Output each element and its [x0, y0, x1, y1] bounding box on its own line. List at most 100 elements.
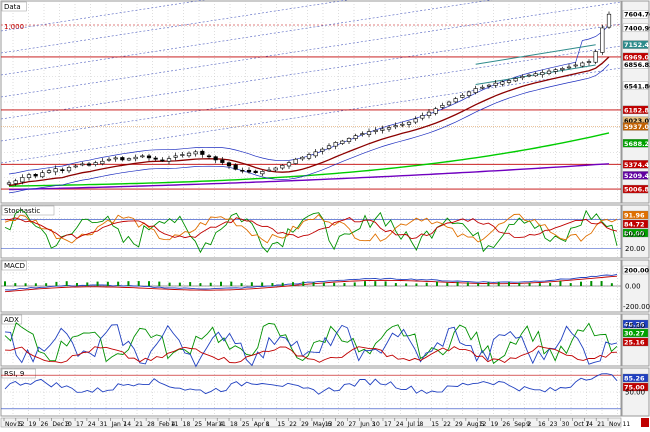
macd-histogram-bar — [497, 282, 500, 286]
price-label-box — [622, 122, 649, 131]
top-left-value: 1.000 — [4, 23, 24, 31]
candle-body — [466, 91, 472, 96]
macd-histogram-bar — [292, 282, 294, 286]
macd-histogram-bar — [55, 281, 58, 286]
candle-body — [293, 158, 298, 164]
candle-body — [173, 155, 178, 158]
candle-body — [520, 76, 525, 79]
value-label-box — [622, 373, 649, 383]
candle-body — [280, 164, 285, 169]
candle-body — [480, 86, 485, 89]
x-tick-label: Dec 3 — [52, 421, 70, 428]
candle-body — [193, 151, 198, 155]
macd-histogram-bar — [117, 281, 120, 286]
candle-body — [226, 162, 232, 167]
x-tick-label: 21 — [597, 421, 605, 428]
macd-histogram-bar — [106, 281, 109, 286]
candle-body — [186, 152, 192, 157]
macd-histogram-bar — [76, 283, 78, 286]
candle-body — [100, 160, 105, 165]
x-tick-label: 30 — [562, 421, 570, 428]
candle-body — [40, 172, 45, 178]
macd-histogram-bar — [178, 282, 181, 286]
candle-body — [386, 127, 392, 130]
macd-histogram-bar — [322, 282, 325, 286]
macd-histogram-bar — [353, 282, 356, 286]
x-tick-label: 12 — [17, 421, 25, 428]
macd-histogram-bar — [580, 281, 582, 286]
candle-body — [253, 170, 258, 174]
panel-title-box — [1, 368, 36, 379]
x-tick-label: 17 — [76, 421, 84, 428]
macd-histogram-bar — [4, 281, 6, 286]
x-tick-label: 13 — [325, 421, 333, 428]
x-tick-label: 15 — [277, 421, 285, 428]
candle-body — [400, 123, 405, 126]
candle-body — [273, 167, 278, 171]
value-tick-label: 75.00 — [625, 322, 645, 330]
macd-histogram-bar — [34, 283, 37, 286]
x-tick-label: 21 — [135, 421, 143, 428]
fan-line — [0, 0, 493, 76]
candle-body — [433, 108, 438, 114]
candle-body — [506, 80, 512, 83]
macd-histogram-bar — [569, 283, 572, 286]
candle-body — [93, 162, 98, 165]
x-tick-label: Apr 1 — [254, 421, 270, 428]
candle-body — [240, 169, 245, 172]
candle-body — [300, 156, 305, 160]
price-label-box — [622, 139, 649, 148]
value-label: 30.27 — [624, 330, 645, 338]
panel-title: Data — [4, 3, 21, 11]
candle-body — [46, 170, 52, 173]
candle-body — [153, 157, 158, 160]
value-label-box — [622, 382, 649, 392]
x-tick-label: 12 — [479, 421, 487, 428]
macd-histogram-bar — [230, 281, 233, 286]
value-label: 200.00 — [624, 267, 650, 275]
candle-body — [286, 162, 292, 167]
price-label-box — [622, 81, 649, 90]
value-label-box — [622, 219, 649, 229]
candle-body — [560, 68, 565, 71]
value-label-box — [622, 328, 649, 338]
candle-body — [586, 61, 592, 63]
candle-body — [326, 145, 332, 149]
macd-histogram-bar — [415, 283, 418, 286]
macd-histogram-bar — [590, 281, 593, 286]
macd-histogram-bar — [240, 283, 243, 286]
price-label: 5374.43 — [624, 161, 650, 169]
candle-body — [200, 150, 205, 155]
x-tick-label: Nov 11 — [609, 421, 630, 428]
price-label: 5937.00 — [624, 123, 650, 131]
x-tick-label: 14 — [123, 421, 131, 428]
price-label-box — [622, 9, 649, 19]
macd-histogram-bar — [384, 281, 387, 286]
value-tick-label: 0.00 — [625, 283, 641, 291]
candle-body — [593, 51, 598, 63]
sma-mid-line — [8, 132, 610, 187]
candle-body — [500, 81, 505, 85]
candle-body — [486, 84, 492, 87]
candle-body — [333, 142, 338, 147]
fan-line — [0, 45, 622, 142]
macd-histogram-bar — [271, 283, 274, 286]
candle-body — [206, 155, 212, 158]
x-tick-label: 9 — [526, 421, 530, 428]
macd-histogram-bar — [456, 281, 459, 286]
macd-histogram-bar — [446, 282, 449, 286]
x-tick-label: 26 — [41, 421, 49, 428]
macd-histogram-bar — [333, 282, 336, 286]
candle-body — [133, 156, 138, 160]
x-tick-label: 8 — [266, 421, 270, 428]
macd-histogram-bar — [559, 281, 562, 286]
macd-histogram-bar — [549, 282, 552, 286]
panel-title-box — [1, 260, 27, 271]
x-tick-label: 26 — [502, 421, 510, 428]
candle-body — [146, 155, 152, 159]
macd-histogram-bar — [189, 282, 192, 286]
candle-body — [266, 169, 272, 172]
x-tick-label: 18 — [183, 421, 191, 428]
macd-histogram-bar — [86, 282, 89, 286]
